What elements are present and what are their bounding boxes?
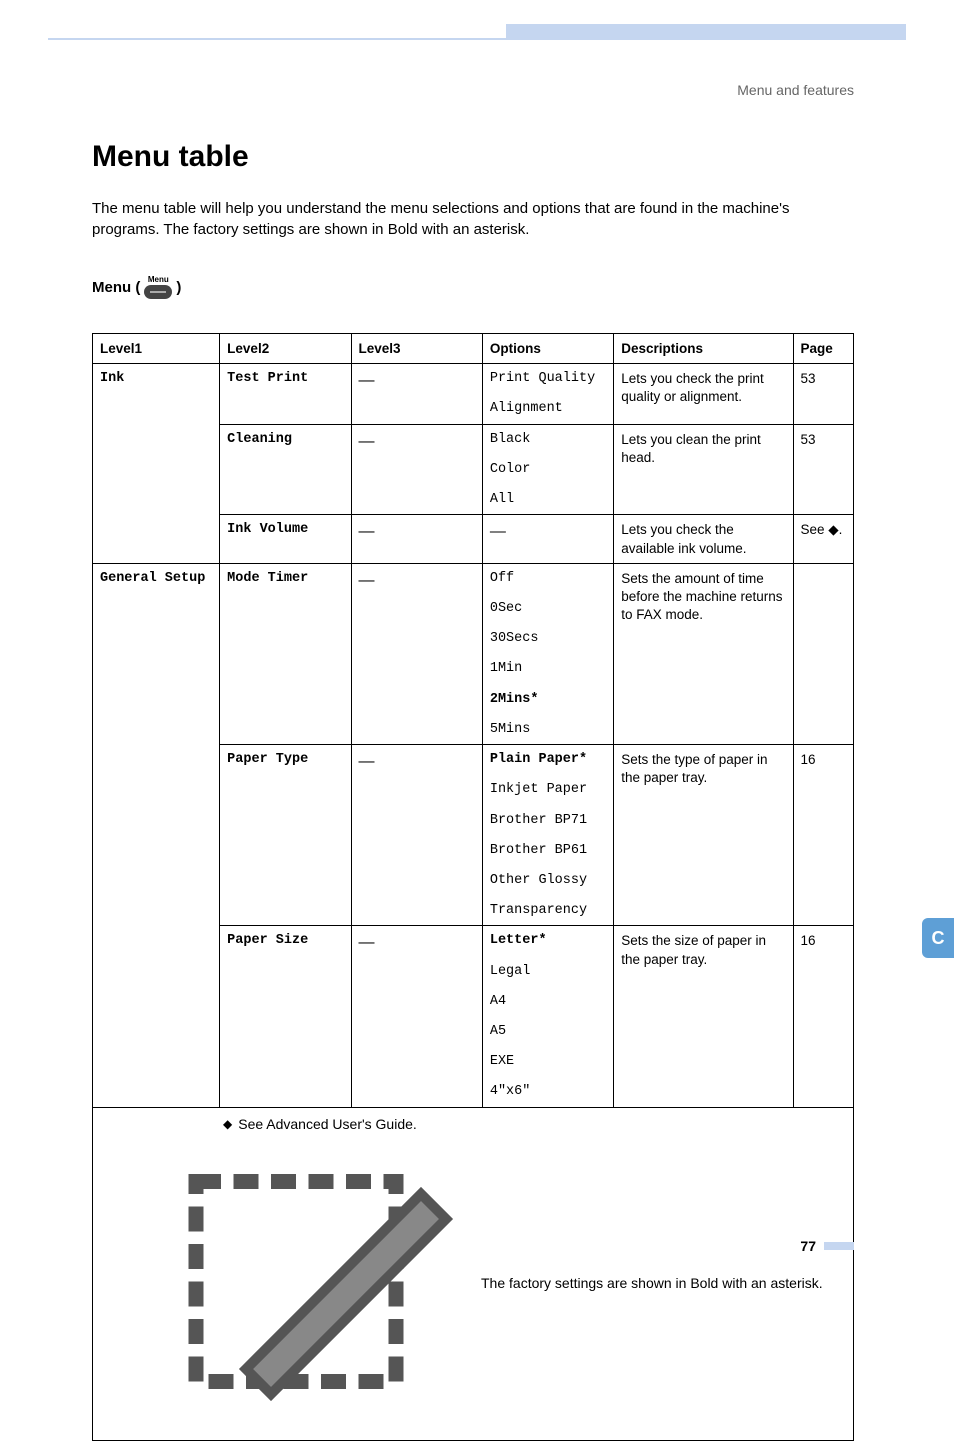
cell-options: — bbox=[482, 515, 613, 563]
table-footnotes: ◆ See Advanced User's Guide. The factory… bbox=[92, 1108, 854, 1441]
section-tab: C bbox=[922, 918, 954, 958]
option-item: Inkjet Paper bbox=[490, 781, 606, 799]
option-item: All bbox=[490, 491, 606, 509]
option-item: Color bbox=[490, 461, 606, 479]
option-item: 30Secs bbox=[490, 630, 606, 648]
table-row: General Setup Mode Timer — Off 0Sec 30Se… bbox=[93, 563, 854, 744]
option-item: 1Min bbox=[490, 660, 606, 678]
cell-description: Lets you check the print quality or alig… bbox=[614, 364, 793, 424]
page-bar-icon bbox=[824, 1242, 854, 1250]
option-item: Brother BP61 bbox=[490, 842, 606, 860]
page-number-text: 77 bbox=[800, 1238, 816, 1254]
cell-page: 53 bbox=[793, 424, 854, 515]
cell-options: Print Quality Alignment bbox=[482, 364, 613, 424]
col-level1: Level1 bbox=[93, 334, 220, 364]
col-page: Page bbox=[793, 334, 854, 364]
option-item: Off bbox=[490, 570, 606, 588]
top-rule bbox=[48, 38, 906, 40]
footnote-see-guide: ◆ See Advanced User's Guide. bbox=[93, 1108, 853, 1138]
menu-icon-text: Menu bbox=[148, 276, 169, 284]
cell-description: Lets you check the available ink volume. bbox=[614, 515, 793, 563]
footnote-factory-text: The factory settings are shown in Bold w… bbox=[481, 1275, 823, 1291]
cell-options: Plain Paper* Inkjet Paper Brother BP71 B… bbox=[482, 745, 613, 926]
option-item: Alignment bbox=[490, 400, 606, 418]
cell-page: 16 bbox=[793, 926, 854, 1107]
option-item: A4 bbox=[490, 993, 606, 1011]
menu-label-prefix: Menu ( bbox=[92, 279, 140, 296]
cell-level2: Mode Timer bbox=[220, 563, 351, 744]
note-icon bbox=[171, 1144, 471, 1422]
diamond-icon: ◆ bbox=[223, 1117, 232, 1131]
menu-section-label: Menu ( Menu ) bbox=[92, 276, 854, 299]
cell-page bbox=[793, 563, 854, 744]
cell-page: See ◆. bbox=[793, 515, 854, 563]
cell-level2: Ink Volume bbox=[220, 515, 351, 563]
menu-table: Level1 Level2 Level3 Options Description… bbox=[92, 333, 854, 1108]
cell-options: Black Color All bbox=[482, 424, 613, 515]
option-item: Other Glossy bbox=[490, 872, 606, 890]
page-number: 77 bbox=[800, 1238, 854, 1254]
cell-page: 53 bbox=[793, 364, 854, 424]
option-item: Print Quality bbox=[490, 370, 606, 388]
cell-level1: General Setup bbox=[93, 563, 220, 1107]
cell-description: Sets the type of paper in the paper tray… bbox=[614, 745, 793, 926]
option-item: Letter* bbox=[490, 932, 606, 950]
cell-description: Lets you clean the print head. bbox=[614, 424, 793, 515]
option-item: Brother BP71 bbox=[490, 812, 606, 830]
option-item: 4"x6" bbox=[490, 1083, 606, 1101]
menu-label-suffix: ) bbox=[176, 279, 181, 296]
cell-options: Off 0Sec 30Secs 1Min 2Mins* 5Mins bbox=[482, 563, 613, 744]
col-level2: Level2 bbox=[220, 334, 351, 364]
cell-level2: Cleaning bbox=[220, 424, 351, 515]
cell-level3: — bbox=[351, 563, 482, 744]
option-item: Legal bbox=[490, 963, 606, 981]
option-item: Transparency bbox=[490, 902, 606, 920]
cell-description: Sets the size of paper in the paper tray… bbox=[614, 926, 793, 1107]
cell-page: 16 bbox=[793, 745, 854, 926]
cell-level2: Paper Size bbox=[220, 926, 351, 1107]
option-item: EXE bbox=[490, 1053, 606, 1071]
option-item: A5 bbox=[490, 1023, 606, 1041]
cell-level2: Test Print bbox=[220, 364, 351, 424]
col-descriptions: Descriptions bbox=[614, 334, 793, 364]
cell-level1: Ink bbox=[93, 364, 220, 564]
page-content: Menu table The menu table will help you … bbox=[92, 140, 854, 1441]
footnote-factory: The factory settings are shown in Bold w… bbox=[93, 1138, 853, 1440]
cell-level3: — bbox=[351, 515, 482, 563]
col-options: Options bbox=[482, 334, 613, 364]
option-item: 5Mins bbox=[490, 721, 606, 739]
breadcrumb: Menu and features bbox=[737, 82, 854, 98]
cell-description: Sets the amount of time before the machi… bbox=[614, 563, 793, 744]
menu-key-icon: Menu bbox=[144, 276, 172, 299]
cell-level3: — bbox=[351, 926, 482, 1107]
option-item: 0Sec bbox=[490, 600, 606, 618]
intro-text: The menu table will help you understand … bbox=[92, 198, 854, 240]
option-item: Black bbox=[490, 431, 606, 449]
cell-level3: — bbox=[351, 745, 482, 926]
cell-level3: — bbox=[351, 364, 482, 424]
table-row: Ink Test Print — Print Quality Alignment… bbox=[93, 364, 854, 424]
table-header-row: Level1 Level2 Level3 Options Description… bbox=[93, 334, 854, 364]
option-item: 2Mins* bbox=[490, 691, 606, 709]
cell-level2: Paper Type bbox=[220, 745, 351, 926]
footnote-see-text: See Advanced User's Guide. bbox=[238, 1116, 417, 1132]
page-title: Menu table bbox=[92, 140, 854, 174]
cell-level3: — bbox=[351, 424, 482, 515]
col-level3: Level3 bbox=[351, 334, 482, 364]
cell-options: Letter* Legal A4 A5 EXE 4"x6" bbox=[482, 926, 613, 1107]
option-item: Plain Paper* bbox=[490, 751, 606, 769]
